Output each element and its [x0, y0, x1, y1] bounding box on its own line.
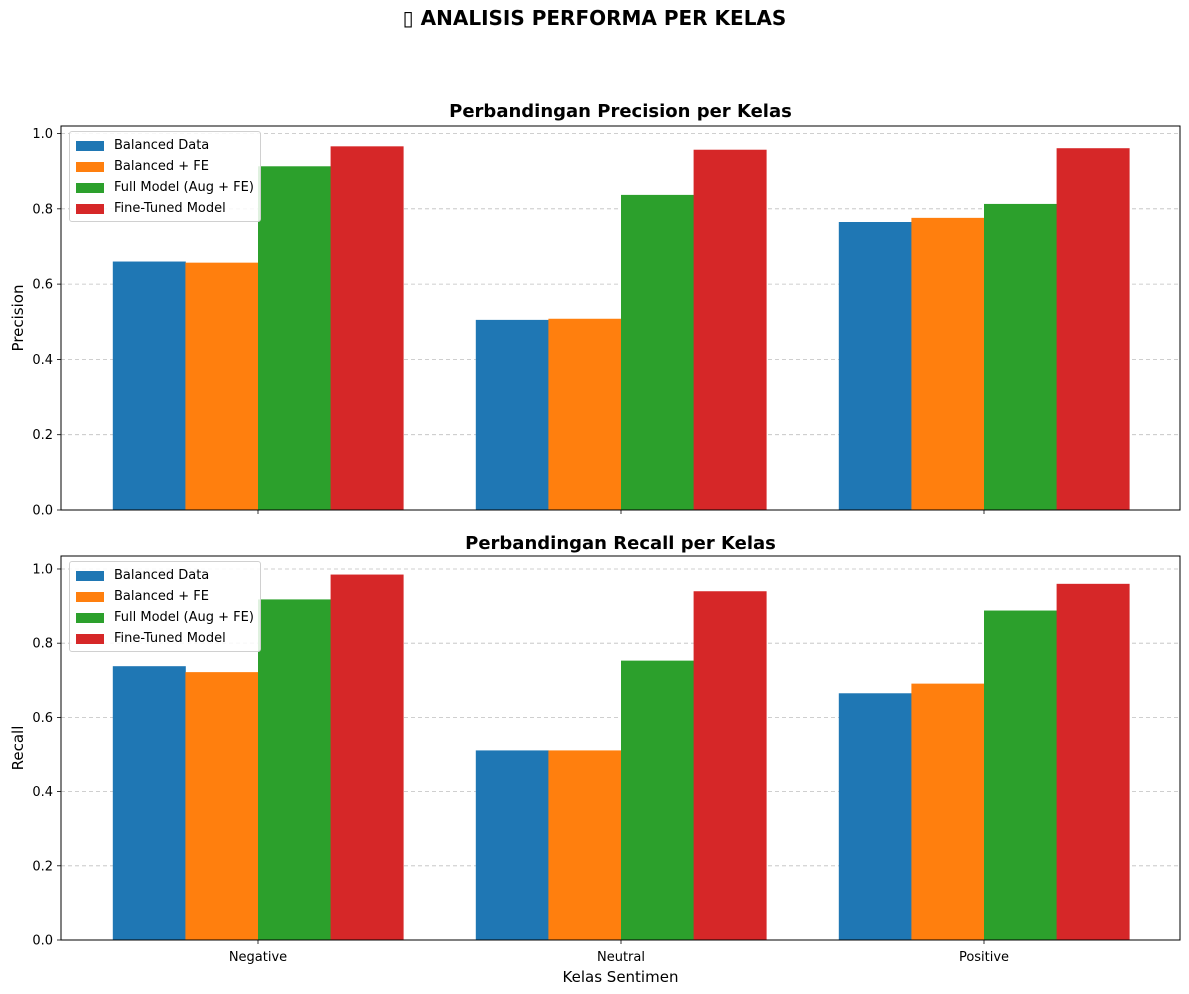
legend-swatch — [76, 182, 104, 193]
bar — [185, 672, 259, 940]
y-tick-label: 0.6 — [32, 711, 53, 726]
bar — [838, 222, 912, 510]
bar — [911, 217, 985, 510]
legend-item: Balanced + FE — [76, 156, 254, 177]
y-tick-label: 0.0 — [32, 934, 53, 949]
figure-title: ▯ ANALISIS PERFORMA PER KELAS — [402, 6, 787, 30]
legend-swatch — [76, 612, 104, 623]
bar — [984, 203, 1057, 510]
bar — [911, 683, 985, 940]
y-tick-label: 1.0 — [32, 127, 53, 142]
y-tick-label: 1.0 — [32, 562, 53, 577]
legend-swatch — [76, 203, 104, 214]
bar — [548, 318, 622, 510]
legend: Balanced Data Balanced + FE Full Model (Au… — [69, 561, 261, 652]
legend-item: Fine-Tuned Model — [76, 198, 254, 219]
legend-item: Full Model (Aug + FE) — [76, 177, 254, 198]
x-tick-label: Neutral — [597, 950, 645, 965]
legend-item: Fine-Tuned Model — [76, 628, 254, 649]
legend: Balanced Data Balanced + FE Full Model (Au… — [69, 131, 261, 222]
legend-label: Balanced Data — [114, 568, 210, 583]
legend-swatch — [76, 591, 104, 602]
bar — [330, 574, 404, 940]
x-axis-label: Kelas Sentimen — [563, 968, 679, 986]
bar — [185, 262, 259, 510]
legend-label: Full Model (Aug + FE) — [114, 610, 254, 625]
bar — [621, 194, 694, 511]
bar — [548, 750, 622, 940]
bar — [621, 660, 694, 940]
bar — [475, 750, 549, 940]
y-axis-label: Recall — [9, 726, 27, 771]
legend-label: Balanced Data — [114, 138, 210, 153]
chart-title: Perbandingan Recall per Kelas — [465, 533, 776, 554]
bar — [112, 261, 186, 510]
bar — [693, 591, 767, 940]
legend-item: Balanced Data — [76, 565, 254, 586]
y-tick-label: 0.0 — [32, 504, 53, 519]
y-tick-label: 0.4 — [32, 353, 53, 368]
y-tick-label: 0.6 — [32, 278, 53, 293]
axes-frame — [60, 555, 1181, 941]
legend-swatch — [76, 570, 104, 581]
legend-swatch — [76, 161, 104, 172]
legend-label: Fine-Tuned Model — [114, 201, 226, 216]
y-axis-label: Precision — [9, 285, 27, 352]
bar — [1056, 583, 1130, 940]
bar — [112, 666, 186, 940]
legend-item: Full Model (Aug + FE) — [76, 607, 254, 628]
legend-label: Balanced + FE — [114, 159, 209, 174]
x-tick-label: Negative — [229, 950, 287, 965]
bar — [258, 166, 331, 510]
legend-label: Balanced + FE — [114, 589, 209, 604]
bar — [984, 610, 1057, 940]
legend-item: Balanced Data — [76, 135, 254, 156]
x-tick-label: Positive — [959, 950, 1009, 965]
y-tick-label: 0.2 — [32, 428, 53, 443]
legend-swatch — [76, 140, 104, 151]
legend-swatch — [76, 633, 104, 644]
bar — [693, 149, 767, 510]
legend-item: Balanced + FE — [76, 586, 254, 607]
y-tick-label: 0.8 — [32, 202, 53, 217]
bar — [838, 693, 912, 940]
bar — [330, 146, 404, 510]
y-tick-label: 0.8 — [32, 637, 53, 652]
chart-title: Perbandingan Precision per Kelas — [449, 101, 792, 122]
bar — [258, 599, 331, 940]
y-tick-label: 0.4 — [32, 785, 53, 800]
bar — [475, 319, 549, 510]
axes-frame — [60, 125, 1181, 511]
legend-label: Fine-Tuned Model — [114, 631, 226, 646]
y-tick-label: 0.2 — [32, 859, 53, 874]
bar — [1056, 148, 1130, 510]
legend-label: Full Model (Aug + FE) — [114, 180, 254, 195]
